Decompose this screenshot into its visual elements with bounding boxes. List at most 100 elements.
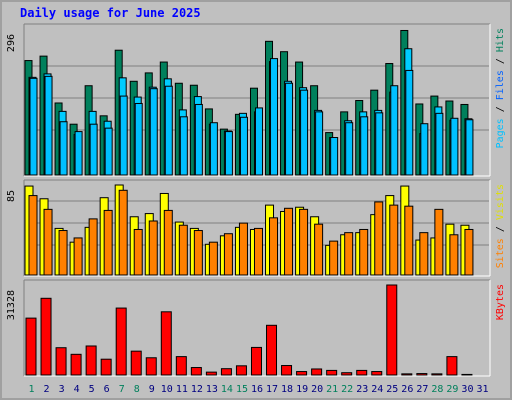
pages-bar [300, 89, 309, 176]
hits-legend-part: Pages [495, 118, 506, 148]
kbytes-bar [416, 373, 428, 376]
pages-bar [134, 102, 143, 176]
kbytes-bar [431, 373, 443, 376]
kbytes-bar [55, 347, 67, 376]
x-tick-label: 2 [44, 384, 50, 395]
sites-bar [269, 217, 279, 276]
kbytes-bar [296, 371, 308, 376]
sites-bar [359, 228, 369, 276]
kbytes-ymax-label: 31328 [6, 290, 17, 320]
x-tick-label: 24 [371, 384, 383, 395]
kbytes-bar [266, 324, 278, 376]
x-tick-label: 9 [149, 384, 155, 395]
sites-bar [118, 189, 128, 276]
sites-bar [238, 222, 248, 276]
pages-bar [270, 58, 279, 176]
x-tick-label: 25 [386, 384, 398, 395]
kbytes-bar [85, 345, 97, 376]
pages-bar [239, 116, 248, 176]
kbytes-bar [386, 284, 398, 376]
kbytes-bar [130, 350, 142, 376]
pages-bar [465, 119, 474, 176]
visits-legend: Sites / Visits [495, 184, 506, 268]
x-tick-label: 21 [326, 384, 338, 395]
sites-bar [314, 223, 324, 276]
pages-bar [330, 137, 339, 176]
kbytes-bar [190, 367, 202, 376]
sites-bar [73, 237, 83, 276]
kbytes-bar [205, 371, 217, 376]
sites-bar [58, 230, 68, 276]
pages-bar [104, 127, 113, 176]
sites-bar [148, 220, 158, 276]
visits-legend-part: / [495, 220, 506, 238]
kbytes-legend: KBytes [495, 284, 506, 320]
kbytes-bar [160, 311, 172, 376]
kbytes-bar [401, 373, 413, 376]
hits-legend: Pages / Files / Hits [495, 28, 506, 148]
sites-bar [344, 232, 354, 276]
sites-bar [133, 228, 143, 276]
kbytes-bar [311, 368, 323, 376]
hits-legend-part: / [495, 100, 506, 118]
sites-bar [374, 201, 384, 276]
kbytes-bar [145, 357, 157, 376]
pages-bar [89, 123, 98, 176]
sites-bar [208, 241, 218, 276]
x-tick-label: 14 [221, 384, 233, 395]
pages-bar [375, 112, 384, 176]
sites-bar [43, 208, 53, 276]
x-tick-label: 4 [74, 384, 80, 395]
pages-bar [345, 122, 354, 176]
pages-bar [285, 82, 294, 176]
x-tick-label: 8 [134, 384, 140, 395]
pages-bar [254, 107, 263, 176]
x-tick-label: 5 [89, 384, 95, 395]
sites-bar [404, 205, 414, 276]
x-tick-label: 7 [119, 384, 125, 395]
sites-bar [163, 209, 173, 276]
kbytes-bar [70, 353, 82, 376]
sites-bar [284, 207, 294, 276]
pages-bar [315, 111, 324, 176]
sites-bar [103, 209, 113, 276]
hits-legend-part: / [495, 52, 506, 70]
kbytes-bar [281, 365, 293, 376]
pages-bar [44, 75, 53, 176]
sites-bar [464, 228, 474, 276]
x-tick-label: 11 [176, 384, 188, 395]
kbytes-bar [461, 373, 473, 376]
kbytes-legend-part: KBytes [495, 284, 506, 320]
sites-bar [253, 227, 263, 276]
visits-legend-part: Visits [495, 184, 506, 220]
chart-title: Daily usage for June 2025 [20, 6, 201, 20]
sites-bar [449, 234, 459, 276]
x-tick-label: 12 [191, 384, 203, 395]
pages-bar [179, 116, 188, 176]
pages-bar [29, 77, 38, 176]
pages-bar [360, 116, 369, 176]
kbytes-bar [175, 356, 187, 376]
kbytes-bar [326, 369, 338, 376]
kbytes-bar [250, 346, 262, 376]
hits-ymax-label: 296 [6, 34, 17, 52]
pages-bar [450, 117, 459, 176]
pages-bar [74, 131, 83, 176]
pages-bar [420, 123, 429, 176]
kbytes-bar [25, 317, 37, 376]
x-tick-label: 10 [161, 384, 173, 395]
kbytes-bar [356, 369, 368, 376]
pages-bar [435, 112, 444, 176]
hits-legend-part: Hits [495, 28, 506, 52]
kbytes-bar [235, 365, 247, 376]
kbytes-bar [371, 371, 383, 376]
x-tick-label: 20 [311, 384, 323, 395]
sites-bar [329, 240, 339, 276]
pages-bar [224, 131, 233, 176]
x-tick-label: 1 [29, 384, 35, 395]
pages-bar [164, 85, 173, 176]
x-tick-label: 31 [476, 384, 488, 395]
x-tick-label: 22 [341, 384, 353, 395]
x-tick-label: 19 [296, 384, 308, 395]
